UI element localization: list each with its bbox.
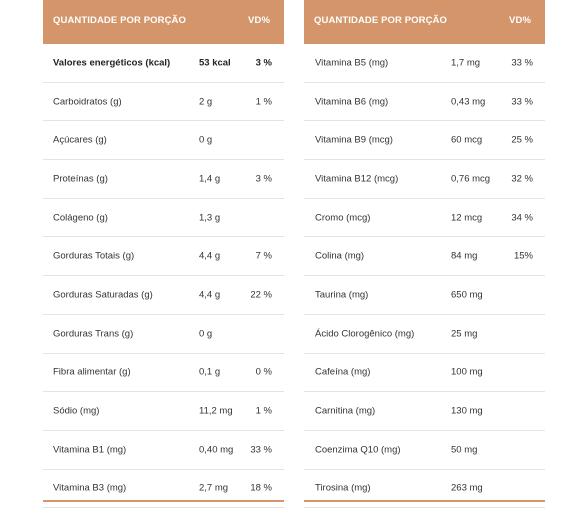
nutrient-vd: 22 % — [250, 289, 272, 301]
table-row: Vitamina B1 (mg) 0,40 mg 33 % — [43, 431, 284, 470]
nutrient-vd: 34 % — [511, 212, 533, 224]
header-vd-label: VD% — [248, 15, 270, 26]
table-row: Vitamina B5 (mg) 1,7 mg 33 % — [304, 44, 545, 83]
nutrient-amount: 1,3 g — [199, 212, 221, 224]
nutrient-name: Cromo (mcg) — [315, 212, 371, 224]
table-row: Carnitina (mg) 130 mg — [304, 392, 545, 431]
nutrient-amount: 11,2 mg — [199, 405, 233, 417]
nutrient-amount: 1,4 g — [199, 173, 221, 185]
nutrient-vd: 33 % — [511, 96, 533, 108]
nutrient-vd: 15% — [513, 250, 533, 262]
nutrient-amount: 0,76 mcg — [451, 173, 491, 185]
nutrient-name: Colina (mg) — [315, 250, 365, 262]
nutrient-amount: 650 mg — [451, 289, 483, 301]
table-row: Colina (mg) 84 mg 15% — [304, 237, 545, 277]
nutrient-vd: 1 % — [255, 96, 272, 108]
table-row: Ácido Clorogênico (mg) 25 mg — [304, 315, 545, 354]
nutrient-amount: 50 mg — [451, 444, 478, 456]
table-row: Tirosina (mg) 263 mg — [304, 470, 545, 508]
table-row: Vitamina B12 (mcg) 0,76 mcg 32 % — [304, 160, 545, 199]
nutrient-amount: 0 g — [199, 328, 213, 340]
nutrient-name: Vitamina B6 (mg) — [315, 96, 389, 108]
nutrient-name: Valores energéticos (kcal) — [53, 57, 171, 69]
nutrient-amount: 25 mg — [451, 328, 478, 340]
nutrient-name: Açúcares (g) — [53, 134, 107, 146]
nutrient-amount: 130 mg — [451, 405, 483, 417]
nutrient-name: Gorduras Trans (g) — [53, 328, 134, 340]
nutrient-amount: 53 kcal — [199, 57, 231, 69]
nutrient-name: Gorduras Saturadas (g) — [53, 289, 153, 301]
nutrient-amount: 2 g — [199, 96, 213, 108]
table-row: Coenzima Q10 (mg) 50 mg — [304, 431, 545, 470]
nutrient-name: Taurina (mg) — [315, 289, 369, 301]
nutrient-name: Ácido Clorogênico (mg) — [315, 328, 415, 340]
nutrient-name: Vitamina B1 (mg) — [53, 444, 127, 456]
nutrient-vd: 7 % — [255, 250, 272, 262]
nutrient-name: Tirosina (mg) — [315, 482, 371, 494]
nutrient-name: Vitamina B9 (mcg) — [315, 134, 393, 146]
table-row: Colágeno (g) 1,3 g — [43, 199, 284, 238]
nutrient-name: Carnitina (mg) — [315, 405, 376, 417]
nutrient-amount: 60 mcg — [451, 134, 483, 146]
table-header: QUANTIDADE POR PORÇÃO VD% — [304, 0, 545, 44]
nutrition-table-left: QUANTIDADE POR PORÇÃO VD% Valores energé… — [43, 0, 284, 508]
nutrient-vd: 0 % — [255, 366, 272, 378]
nutrient-name: Vitamina B3 (mg) — [53, 482, 127, 494]
nutrient-amount: 0,40 mg — [199, 444, 234, 456]
nutrient-amount: 0,43 mg — [451, 96, 486, 108]
nutrient-vd: 33 % — [511, 57, 533, 69]
nutrient-name: Sódio (mg) — [53, 405, 100, 417]
nutrient-name: Cafeína (mg) — [315, 366, 371, 378]
nutrition-table-right: QUANTIDADE POR PORÇÃO VD% Vitamina B5 (m… — [304, 0, 545, 508]
table-row: Gorduras Saturadas (g) 4,4 g 22 % — [43, 276, 284, 315]
nutrient-vd: 3 % — [255, 173, 272, 185]
nutrient-name: Carboidratos (g) — [53, 96, 122, 108]
nutrient-amount: 12 mcg — [451, 212, 483, 224]
nutrient-name: Proteínas (g) — [53, 173, 108, 185]
header-quantity-label: QUANTIDADE POR PORÇÃO — [314, 15, 447, 26]
nutrient-amount: 100 mg — [451, 366, 483, 378]
nutrient-name: Vitamina B5 (mg) — [315, 57, 389, 69]
table-header: QUANTIDADE POR PORÇÃO VD% — [43, 0, 284, 44]
table-row: Vitamina B3 (mg) 2,7 mg 18 % — [43, 470, 284, 508]
nutrient-name: Coenzima Q10 (mg) — [315, 444, 401, 456]
table-bottom-border-right — [304, 500, 545, 502]
table-row: Açúcares (g) 0 g — [43, 121, 284, 161]
nutrient-vd: 25 % — [511, 134, 533, 146]
nutrient-name: Vitamina B12 (mcg) — [315, 173, 399, 185]
table-row: Vitamina B6 (mg) 0,43 mg 33 % — [304, 83, 545, 122]
table-row: Gorduras Totais (g) 4,4 g 7 % — [43, 237, 284, 277]
table-row: Proteínas (g) 1,4 g 3 % — [43, 160, 284, 199]
table-row: Cromo (mcg) 12 mcg 34 % — [304, 199, 545, 238]
nutrient-amount: 84 mg — [451, 250, 478, 262]
nutrient-amount: 4,4 g — [199, 250, 221, 262]
nutrient-amount: 0 g — [199, 134, 213, 146]
nutrient-amount: 0,1 g — [199, 366, 221, 378]
nutrient-vd: 32 % — [511, 173, 533, 185]
nutrient-amount: 263 mg — [451, 482, 483, 494]
header-quantity-label: QUANTIDADE POR PORÇÃO — [53, 15, 186, 26]
header-vd-label: VD% — [509, 15, 531, 26]
table-row: Taurina (mg) 650 mg — [304, 276, 545, 315]
nutrient-vd: 33 % — [250, 444, 272, 456]
nutrient-name: Colágeno (g) — [53, 212, 108, 224]
table-row: Valores energéticos (kcal) 53 kcal 3 % — [43, 44, 284, 83]
nutrient-vd: 3 % — [255, 57, 272, 69]
nutrient-vd: 18 % — [250, 482, 272, 494]
table-row: Vitamina B9 (mcg) 60 mcg 25 % — [304, 121, 545, 161]
nutrient-amount: 4,4 g — [199, 289, 221, 301]
nutrient-name: Gorduras Totais (g) — [53, 250, 135, 262]
table-row: Fibra alimentar (g) 0,1 g 0 % — [43, 354, 284, 393]
table-row: Sódio (mg) 11,2 mg 1 % — [43, 392, 284, 431]
nutrient-amount: 2,7 mg — [199, 482, 229, 494]
table-bottom-border-left — [43, 500, 284, 502]
table-row: Gorduras Trans (g) 0 g — [43, 315, 284, 354]
nutrient-amount: 1,7 mg — [451, 57, 481, 69]
nutrient-name: Fibra alimentar (g) — [53, 366, 131, 378]
table-row: Carboidratos (g) 2 g 1 % — [43, 83, 284, 122]
table-row: Cafeína (mg) 100 mg — [304, 354, 545, 393]
nutrient-vd: 1 % — [255, 405, 272, 417]
